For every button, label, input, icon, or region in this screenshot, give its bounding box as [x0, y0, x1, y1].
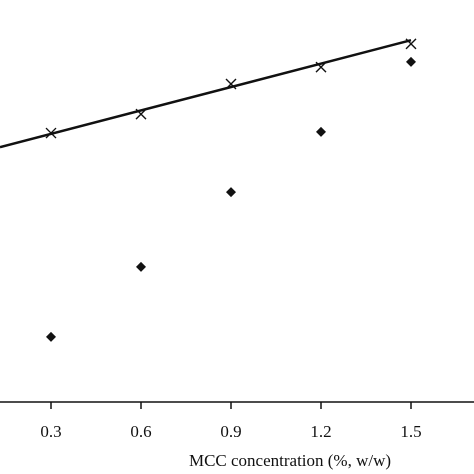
diamond-marker — [46, 331, 56, 342]
diamond-marker — [226, 187, 236, 198]
x-tick-label: 0.6 — [130, 422, 151, 441]
x-tick-label: 1.5 — [400, 422, 421, 441]
diamond-marker — [406, 56, 416, 67]
x-tick-label: 0.9 — [220, 422, 241, 441]
diamond-marker — [316, 126, 326, 137]
x-tick-label: 1.2 — [310, 422, 331, 441]
x-tick-label: 0.3 — [40, 422, 61, 441]
diamond-marker — [136, 261, 146, 272]
fit-line — [0, 38, 412, 149]
x-axis-label: MCC concentration (%, w/w) — [189, 451, 391, 470]
